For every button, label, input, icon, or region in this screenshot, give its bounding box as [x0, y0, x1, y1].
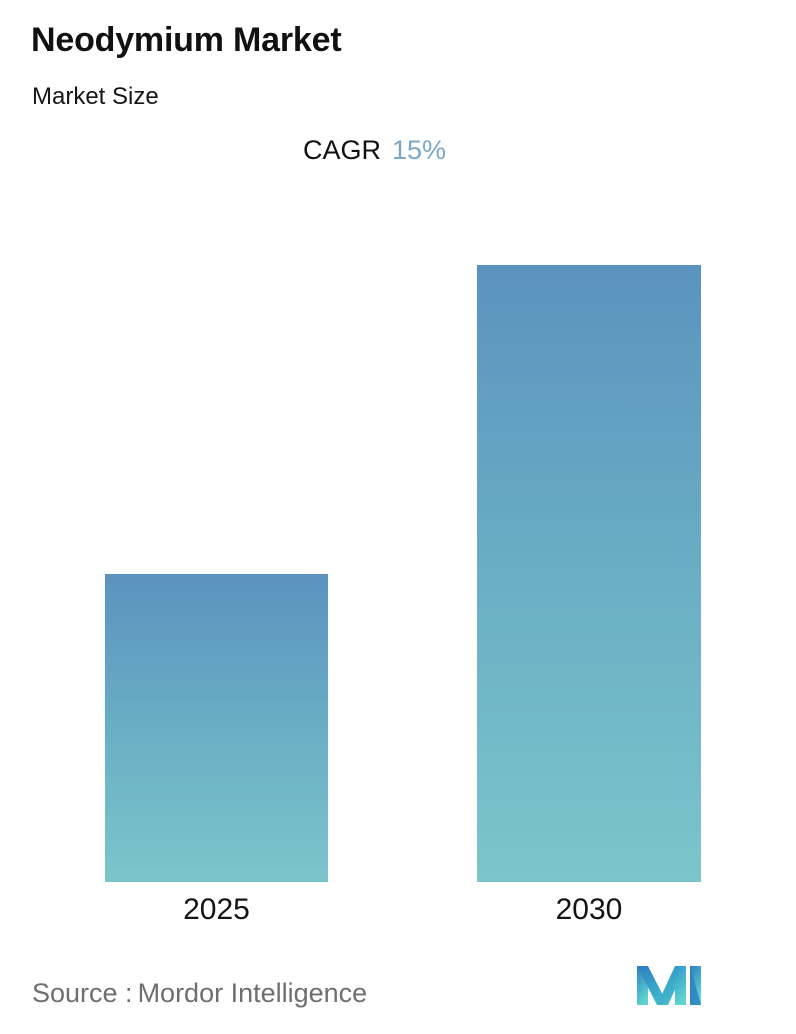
bar-2025 [105, 574, 328, 882]
logo-mark-icon [637, 966, 701, 1005]
bar-2030 [477, 265, 701, 882]
bar-label-2025: 2025 [183, 893, 250, 926]
chart-subtitle: Market Size [32, 83, 159, 110]
bar-fill [477, 265, 701, 882]
cagr-label: CAGR [303, 135, 382, 165]
page-title: Neodymium Market [31, 21, 342, 59]
source-name: Mordor Intelligence [137, 978, 368, 1008]
cagr-annotation: CAGR 15% [303, 137, 446, 164]
bar-label-2030: 2030 [555, 893, 623, 926]
source-credit: Source : Mordor Intelligence [32, 978, 367, 1009]
cagr-value: 15% [392, 135, 447, 165]
source-label: Source : [32, 978, 133, 1008]
mordor-intelligence-logo [634, 962, 704, 1008]
bar-fill [105, 574, 328, 882]
